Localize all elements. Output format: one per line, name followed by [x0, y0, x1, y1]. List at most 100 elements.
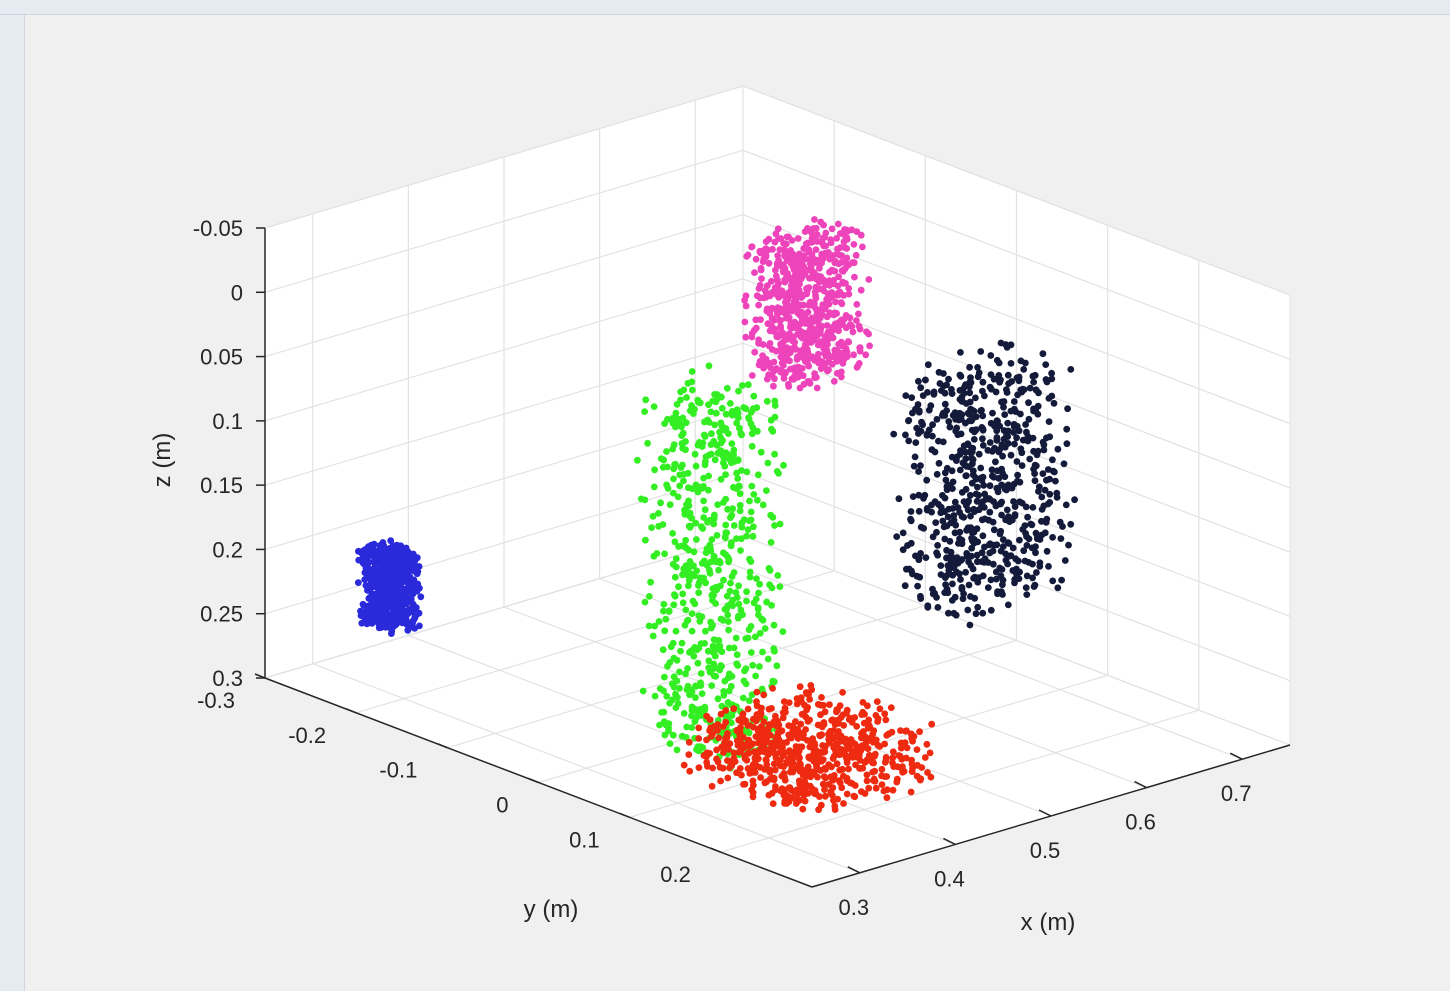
data-point	[871, 750, 879, 758]
data-point	[804, 790, 812, 797]
data-point	[993, 417, 1001, 425]
data-point	[814, 773, 821, 781]
data-point	[909, 493, 917, 500]
data-point	[693, 536, 700, 543]
data-point	[764, 459, 772, 467]
data-point	[902, 727, 909, 735]
data-point	[745, 414, 752, 422]
data-point	[1048, 392, 1056, 400]
data-point	[878, 765, 886, 773]
data-point	[641, 408, 648, 415]
data-point	[375, 624, 383, 632]
data-point	[670, 673, 678, 681]
data-point	[806, 274, 813, 282]
data-point	[811, 374, 819, 382]
data-point	[785, 699, 793, 706]
data-point	[973, 551, 981, 559]
data-point	[727, 514, 734, 521]
data-point	[979, 378, 987, 386]
data-point	[1005, 540, 1013, 547]
data-point	[847, 745, 854, 753]
data-point	[720, 576, 727, 584]
data-point	[814, 317, 822, 325]
data-point	[752, 324, 760, 332]
data-point	[761, 625, 769, 632]
data-point	[692, 682, 699, 690]
data-point	[974, 603, 982, 611]
data-point	[701, 703, 709, 711]
data-point	[941, 469, 949, 477]
data-point	[1015, 377, 1023, 385]
data-point	[682, 446, 689, 454]
data-point	[881, 710, 889, 718]
data-point	[856, 757, 864, 764]
data-point	[651, 692, 659, 700]
data-point	[700, 497, 707, 505]
data-point	[1019, 436, 1027, 444]
z-axis-label: z (m)	[149, 433, 176, 488]
data-point	[779, 329, 787, 337]
data-point	[1043, 378, 1051, 386]
data-point	[902, 754, 910, 762]
data-point	[747, 516, 755, 524]
data-point	[707, 408, 715, 416]
data-point	[839, 359, 847, 367]
data-point	[726, 400, 734, 407]
data-point	[696, 617, 704, 625]
data-point	[987, 352, 995, 359]
data-point	[706, 516, 714, 524]
data-point	[409, 579, 417, 587]
data-point	[769, 677, 777, 685]
data-point	[951, 409, 959, 416]
grid-line-y	[720, 709, 1200, 853]
data-point	[721, 462, 729, 470]
data-point	[756, 247, 764, 255]
data-point	[977, 348, 985, 355]
data-point	[751, 269, 758, 276]
data-point	[820, 344, 827, 352]
data-point	[733, 726, 741, 734]
data-point	[775, 736, 783, 744]
x-tick-label: 0.3	[839, 895, 870, 920]
data-point	[964, 606, 972, 614]
data-point	[1020, 366, 1028, 373]
data-point	[674, 493, 682, 501]
data-point	[405, 621, 412, 629]
x-tick-mark	[1134, 780, 1147, 789]
data-point	[1032, 549, 1039, 557]
data-point	[377, 568, 385, 575]
data-point	[843, 790, 851, 798]
data-point	[909, 409, 916, 417]
data-point	[685, 751, 693, 758]
data-point	[690, 548, 698, 556]
data-point	[694, 659, 702, 667]
data-point	[753, 702, 761, 710]
data-point	[688, 724, 696, 731]
data-point	[789, 754, 797, 762]
data-point	[999, 536, 1007, 543]
data-point	[701, 506, 709, 514]
x-tick-label: 0.7	[1221, 781, 1252, 806]
data-point	[724, 505, 731, 513]
grid-line-z	[264, 85, 744, 229]
data-point	[1009, 544, 1017, 552]
data-point	[691, 718, 699, 725]
data-point	[741, 752, 749, 760]
data-point	[757, 316, 764, 323]
data-point	[958, 411, 966, 418]
data-point	[767, 416, 775, 424]
data-point	[813, 384, 821, 392]
data-point	[739, 710, 747, 718]
data-point	[733, 535, 740, 542]
data-point	[695, 644, 703, 652]
data-point	[863, 756, 871, 763]
data-point	[817, 767, 824, 774]
data-point	[723, 734, 731, 742]
data-point	[808, 318, 815, 326]
data-point	[813, 311, 821, 319]
data-point	[763, 397, 771, 405]
data-point	[413, 570, 421, 578]
data-point	[734, 475, 742, 482]
data-point	[733, 419, 740, 427]
